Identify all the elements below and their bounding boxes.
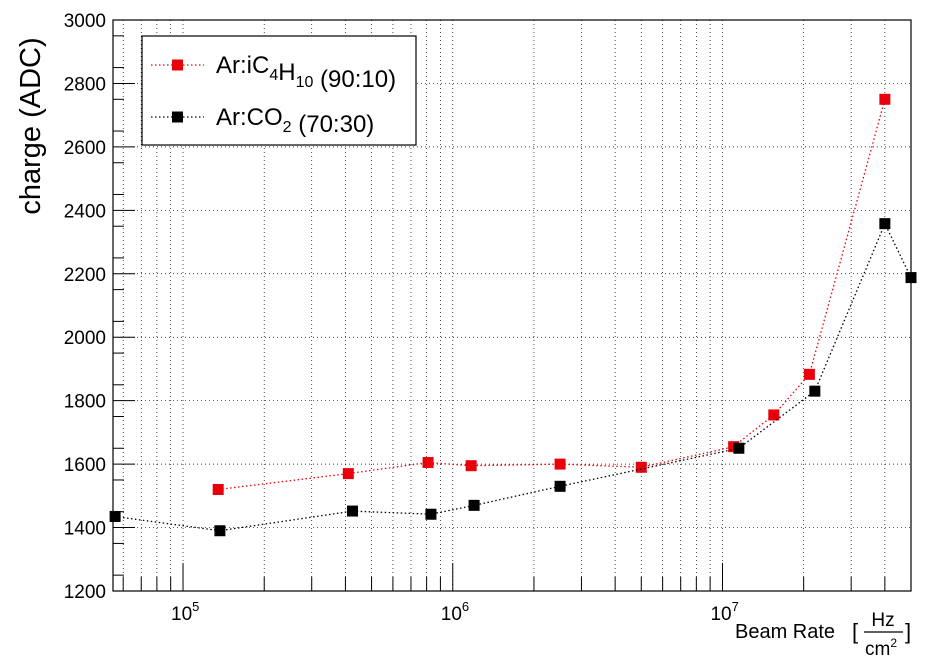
data-point xyxy=(347,505,359,517)
y-tick-label: 2400 xyxy=(64,201,106,222)
y-tick-label: 3000 xyxy=(64,11,106,32)
series-line xyxy=(218,99,886,491)
y-tick-label: 1200 xyxy=(64,582,106,603)
y-axis-title: charge (ADC) xyxy=(15,37,47,214)
x-tick-label-exponent: 6 xyxy=(462,599,469,614)
data-point xyxy=(554,480,566,492)
data-point xyxy=(342,468,354,480)
legend-label-part: (90:10) xyxy=(313,66,396,93)
data-point xyxy=(468,499,480,511)
legend-marker xyxy=(172,111,183,123)
x-tick-label-exponent: 5 xyxy=(192,599,199,614)
y-tick-label: 1400 xyxy=(64,519,106,540)
x-tick-label-exponent: 7 xyxy=(732,599,739,614)
legend-label-part: Ar:CO xyxy=(216,104,283,131)
data-point xyxy=(879,93,891,105)
legend-marker xyxy=(172,59,183,71)
series-0 xyxy=(212,93,891,495)
data-point xyxy=(554,458,566,470)
series-layer xyxy=(109,93,917,537)
x-axis-unit-numerator: Hz xyxy=(871,610,894,631)
x-tick-label-base: 10 xyxy=(710,604,731,625)
legend: Ar:iC4H10 (90:10) Ar:CO2 (70:30) xyxy=(141,35,417,146)
x-axis-unit-denominator: cm2 xyxy=(865,636,897,660)
y-tick-label: 1600 xyxy=(64,455,106,476)
tick-labels: 1200 1400 1600 1800 2000 2200 2400 2600 2800 3000… xyxy=(64,11,739,625)
data-point xyxy=(803,368,815,380)
x-axis-unit-denominator-base: cm xyxy=(865,639,890,660)
y-tick-label: 2000 xyxy=(64,328,106,349)
data-point xyxy=(768,409,780,421)
x-tick-label-base: 10 xyxy=(171,604,192,625)
y-tick-label: 2200 xyxy=(64,265,106,286)
y-tick-label: 2600 xyxy=(64,138,106,159)
x-tick-label-base: 10 xyxy=(441,604,462,625)
data-point xyxy=(809,385,821,397)
data-point xyxy=(212,483,224,495)
legend-label-part: H xyxy=(278,59,295,86)
plot-frame xyxy=(112,19,912,592)
x-axis-unit-denominator-exp: 2 xyxy=(890,636,897,650)
x-tick-label: 106 xyxy=(441,599,469,625)
x-axis-bracket-open: [ xyxy=(852,619,858,644)
data-point xyxy=(214,525,226,537)
data-point xyxy=(733,442,745,454)
x-tick-label: 105 xyxy=(171,599,199,625)
legend-label-subscript: 10 xyxy=(296,74,314,91)
legend-label: Ar:CO2 (70:30) xyxy=(216,104,374,138)
legend-label-part: Ar:iC xyxy=(216,52,269,79)
x-axis-title-text: Beam Rate xyxy=(735,621,835,643)
data-point xyxy=(465,460,477,472)
legend-label-part: (70:30) xyxy=(292,111,375,138)
data-point xyxy=(879,218,891,230)
data-point xyxy=(425,508,437,520)
data-point xyxy=(422,457,434,469)
series-line xyxy=(115,222,912,532)
x-axis-bracket-close: ] xyxy=(905,619,911,644)
legend-label-subscript: 4 xyxy=(269,67,278,84)
legend-box xyxy=(141,35,417,146)
data-point xyxy=(109,510,121,522)
data-point xyxy=(635,461,647,473)
x-tick-label: 107 xyxy=(710,599,738,625)
y-tick-label: 1800 xyxy=(64,392,106,413)
axis-ticks xyxy=(113,19,912,592)
x-axis-title: Beam Rate [ Hz cm2 ] xyxy=(735,610,911,660)
y-tick-label: 2800 xyxy=(64,74,106,95)
legend-label-subscript: 2 xyxy=(283,119,292,136)
legend-label: Ar:iC4H10 (90:10) xyxy=(216,52,396,93)
